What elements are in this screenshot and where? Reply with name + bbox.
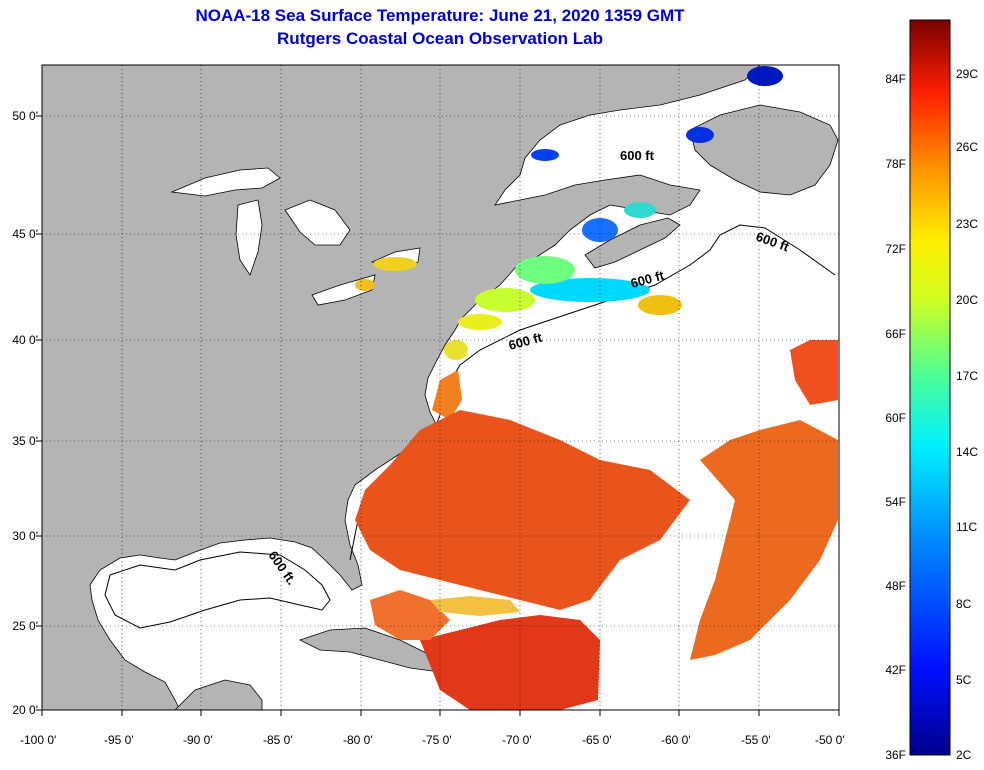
colorbar-f-label: 48F <box>885 579 906 593</box>
colorbar-c-label: 14C <box>956 445 979 459</box>
sst-cold-patches <box>355 66 783 360</box>
x-tick-label: -85 0' <box>263 733 293 747</box>
colorbar-c-label: 17C <box>956 369 979 383</box>
colorbar-f-label: 42F <box>885 663 906 677</box>
axis-ticks <box>36 115 840 716</box>
colorbar-c-label: 26C <box>956 140 979 154</box>
colorbar <box>909 19 951 756</box>
colorbar-c-label: 23C <box>956 217 979 231</box>
land-yucatan <box>174 679 263 710</box>
map-title: NOAA-18 Sea Surface Temperature: June 21… <box>195 6 685 25</box>
x-tick-label: -70 0' <box>502 733 532 747</box>
x-tick-label: -50 0' <box>815 733 845 747</box>
colorbar-c-label: 20C <box>956 293 979 307</box>
colorbar-f-label: 66F <box>885 327 906 341</box>
sst-warm-patches <box>355 340 838 710</box>
y-tick-label: 25 0' <box>12 619 38 633</box>
colorbar-c-label: 5C <box>956 673 972 687</box>
x-tick-label: -95 0' <box>104 733 134 747</box>
y-tick-label: 35 0' <box>12 434 38 448</box>
x-tick-label: -100 0' <box>20 733 57 747</box>
land-north-america <box>42 65 761 710</box>
colorbar-c-label: 2C <box>956 748 972 762</box>
graticule <box>42 65 839 710</box>
isobath-gulf <box>104 551 331 629</box>
land-newfoundland <box>689 104 839 196</box>
colorbar-f-label: 78F <box>885 157 906 171</box>
y-tick-label: 30 0' <box>12 529 38 543</box>
x-tick-label: -80 0' <box>343 733 373 747</box>
y-tick-label: 45 0' <box>12 227 38 241</box>
colorbar-c-label: 11C <box>956 520 978 534</box>
colorbar-c-label: 29C <box>956 67 979 81</box>
x-tick-label: -60 0' <box>661 733 691 747</box>
isobath-label: 600 ft <box>620 148 655 163</box>
colorbar-f-label: 54F <box>885 495 906 509</box>
y-tick-label: 20 0' <box>12 703 38 717</box>
x-tick-label: -65 0' <box>582 733 612 747</box>
y-tick-label: 40 0' <box>12 333 38 347</box>
colorbar-c-label: 8C <box>956 597 972 611</box>
colorbar-f-label: 60F <box>885 411 906 425</box>
colorbar-f-label: 72F <box>885 242 906 256</box>
colorbar-f-label: 84F <box>885 72 906 86</box>
colorbar-f-label: 36F <box>885 748 906 762</box>
x-tick-label: -90 0' <box>183 733 213 747</box>
x-tick-label: -55 0' <box>741 733 771 747</box>
map-subtitle: Rutgers Coastal Ocean Observation Lab <box>277 29 603 48</box>
x-tick-label: -75 0' <box>422 733 452 747</box>
y-tick-label: 50 0' <box>12 109 38 123</box>
land-nova-scotia <box>584 217 681 269</box>
